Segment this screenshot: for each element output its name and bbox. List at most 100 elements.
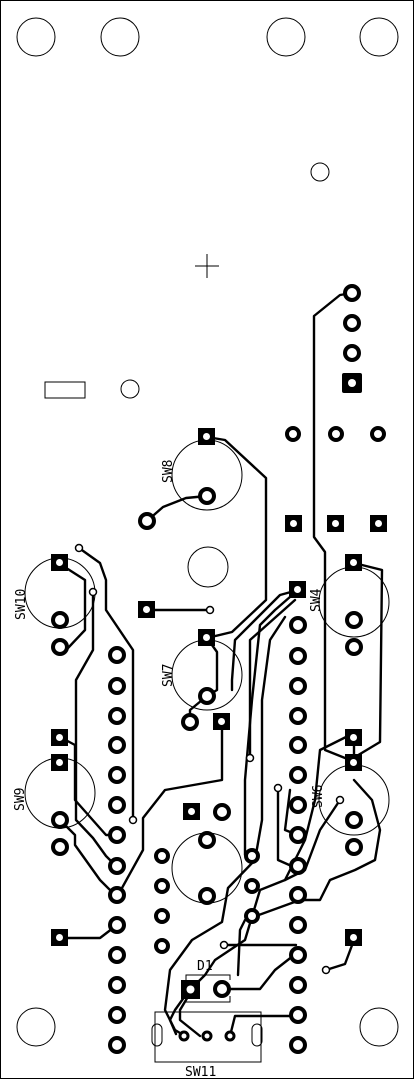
vias [74,543,345,975]
square-pads [51,373,387,999]
mounting-hole [266,17,306,57]
pad [51,838,69,856]
drill [294,586,301,593]
label-sw8: SW8 [161,460,176,483]
header-pin [108,1036,126,1054]
header-pin [289,707,307,725]
drill [188,808,195,815]
pad [343,314,361,332]
fiducial-marks [44,254,219,399]
trace [228,1014,300,1038]
via [245,753,255,763]
trace [236,778,382,977]
header-pin [289,647,307,665]
drill [56,559,63,566]
pad [343,284,361,302]
middle-pins [154,848,260,954]
label-sw7: SW7 [161,664,176,687]
square-pad-drills [56,379,382,994]
mounting-hole [359,1007,399,1047]
pin [244,878,260,894]
header-pin [108,857,126,875]
pad [345,838,363,856]
header-pin [289,886,307,904]
trace [115,720,224,899]
pin [154,908,170,924]
trace [248,598,297,756]
drill [218,718,225,725]
d1-silk [185,974,231,980]
sw11-pin [178,1030,190,1042]
drill [203,433,210,440]
pad [213,803,231,821]
mounting-hole [16,1007,56,1047]
label-sw11: SW11 [185,1065,216,1080]
header-pin [108,677,126,695]
pad [198,887,216,905]
pad [51,638,69,656]
drill [203,634,210,641]
pin [154,848,170,864]
header-pin [289,916,307,934]
pad [370,426,386,442]
trace [324,938,356,972]
trace [163,615,287,1038]
drill [143,606,150,613]
pad [51,811,69,829]
header-pin [289,857,307,875]
mounting-hole [120,379,140,399]
sw11-tab [151,1023,163,1047]
pad [285,426,301,442]
pad [213,980,231,998]
via [128,815,138,825]
mounting-holes [16,17,399,1047]
via [205,605,215,615]
label-sw9: SW9 [13,788,28,811]
header-pin [289,736,307,754]
right-header-pins [289,616,307,1054]
sw11-pin [201,1030,213,1042]
drill [290,520,297,527]
header-pin [108,946,126,964]
header-pin [289,616,307,634]
via [74,543,84,553]
header-pin [289,677,307,695]
pad [328,426,344,442]
label-sw6: SW6 [311,785,326,808]
pin [154,878,170,894]
header-pin [108,976,126,994]
rect-marker [44,381,86,399]
trace [312,291,384,762]
header-pin [289,1036,307,1054]
pad [198,487,216,505]
trace [220,950,300,991]
trace [178,798,342,1038]
header-pin [289,826,307,844]
header-pin [289,1006,307,1024]
header-pin [289,946,307,964]
via [273,783,283,793]
trace [168,987,192,1036]
trace [243,588,300,857]
header-pin [108,826,126,844]
trace [205,435,268,640]
header-pin [289,766,307,784]
sw11-pin [224,1030,236,1042]
round-pads [51,284,386,998]
drill [186,985,195,994]
label-d1: D1 [197,959,213,974]
pad [51,611,69,629]
trace [58,818,119,899]
drill [56,759,63,766]
pad [198,687,216,705]
header-pin [108,707,126,725]
drill [350,559,357,566]
header-pin [108,766,126,784]
via [88,587,98,597]
drill [375,520,382,527]
header-pin [108,1006,126,1024]
label-sw4: SW4 [309,588,324,612]
trace [77,546,135,822]
